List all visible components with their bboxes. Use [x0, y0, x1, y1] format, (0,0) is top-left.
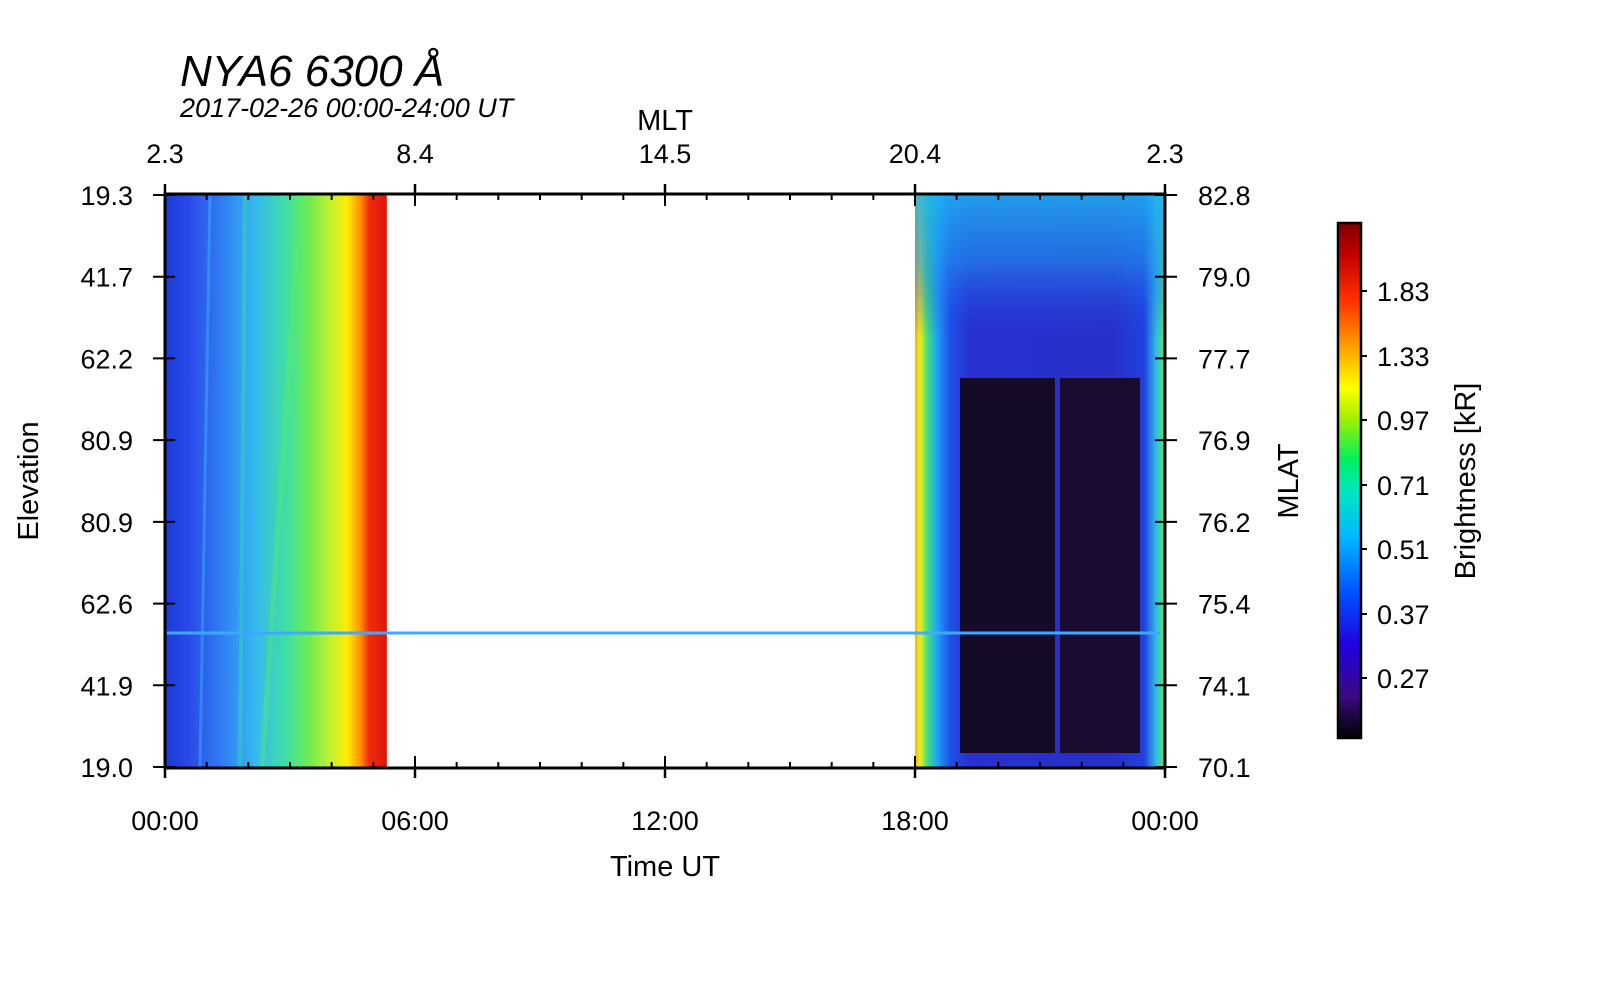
top-axis-label: MLT: [637, 105, 693, 137]
colorbar-tick-label: 0.37: [1377, 600, 1430, 630]
x-axis-tick-labels: 00:00 06:00 12:00 18:00 00:00: [131, 806, 1199, 836]
aurora-streak: [259, 194, 303, 769]
elevation-tick-label: 19.0: [80, 753, 133, 783]
mlat-tick-label: 79.0: [1198, 263, 1251, 293]
elevation-tick-label: 80.9: [80, 426, 133, 456]
heatmap-data: [166, 194, 1164, 769]
mlt-tick-label: 20.4: [889, 139, 942, 169]
heatmap-dark-core: [960, 378, 1140, 753]
x-tick-label: 00:00: [131, 806, 199, 836]
colorbar-tick-label: 0.27: [1377, 664, 1430, 694]
colorbar: [1336, 221, 1363, 740]
colorbar-tick-labels: 1.83 1.33 0.97 0.71 0.51 0.37 0.27: [1361, 277, 1430, 694]
colorbar-tick-label: 0.51: [1377, 535, 1430, 565]
elevation-tick-label: 41.9: [80, 671, 133, 701]
colorbar-tick-label: 1.83: [1377, 277, 1430, 307]
x-tick-label: 18:00: [881, 806, 949, 836]
elevation-tick-label: 41.7: [80, 263, 133, 293]
mlat-tick-label: 74.1: [1198, 671, 1251, 701]
elevation-tick-label: 80.9: [80, 508, 133, 538]
x-axis-label: Time UT: [610, 851, 720, 883]
mlt-tick-label: 2.3: [146, 139, 184, 169]
x-tick-label: 12:00: [631, 806, 699, 836]
colorbar-label: Brightness [kR]: [1450, 383, 1482, 580]
heatmap-morning-streaks: [198, 194, 303, 769]
heatmap-segment-morning: [166, 195, 387, 768]
colorbar-tick-label: 0.97: [1377, 406, 1430, 436]
mlat-axis-tick-labels: 82.8 79.0 77.7 76.9 76.2 75.4 74.1 70.1: [1198, 181, 1251, 783]
mlat-tick-label: 77.7: [1198, 344, 1251, 374]
mlt-tick-label: 14.5: [639, 139, 692, 169]
mlat-tick-label: 76.9: [1198, 426, 1251, 456]
elevation-tick-label: 62.6: [80, 590, 133, 620]
mlat-tick-label: 75.4: [1198, 590, 1251, 620]
elevation-axis-tick-labels: 19.3 41.7 62.2 80.9 80.9 62.6 41.9 19.0: [80, 181, 133, 783]
colorbar-tick-label: 1.33: [1377, 342, 1430, 372]
elevation-tick-label: 62.2: [80, 344, 133, 374]
elevation-tick-label: 19.3: [80, 181, 133, 211]
mlt-tick-label: 2.3: [1146, 139, 1184, 169]
x-tick-label: 06:00: [381, 806, 449, 836]
dark-core-region: [1060, 378, 1140, 753]
right-axis-label: MLAT: [1273, 443, 1305, 518]
mlat-tick-label: 70.1: [1198, 753, 1251, 783]
mlt-axis-tick-labels: 2.3 8.4 14.5 20.4 2.3: [146, 139, 1184, 169]
aurora-streak: [198, 194, 212, 769]
aurora-streak: [238, 194, 247, 769]
mlt-tick-label: 8.4: [396, 139, 434, 169]
mlat-tick-label: 82.8: [1198, 181, 1251, 211]
dark-core-region: [960, 378, 1055, 753]
chart-subtitle: 2017-02-26 00:00-24:00 UT: [179, 93, 516, 123]
mlat-tick-label: 76.2: [1198, 508, 1251, 538]
chart-title: NYA6 6300 Å: [180, 47, 444, 96]
colorbar-tick-label: 0.71: [1377, 471, 1430, 501]
y-axis-label: Elevation: [13, 421, 45, 540]
axis-ticks: [153, 184, 1177, 778]
x-tick-label: 00:00: [1131, 806, 1199, 836]
